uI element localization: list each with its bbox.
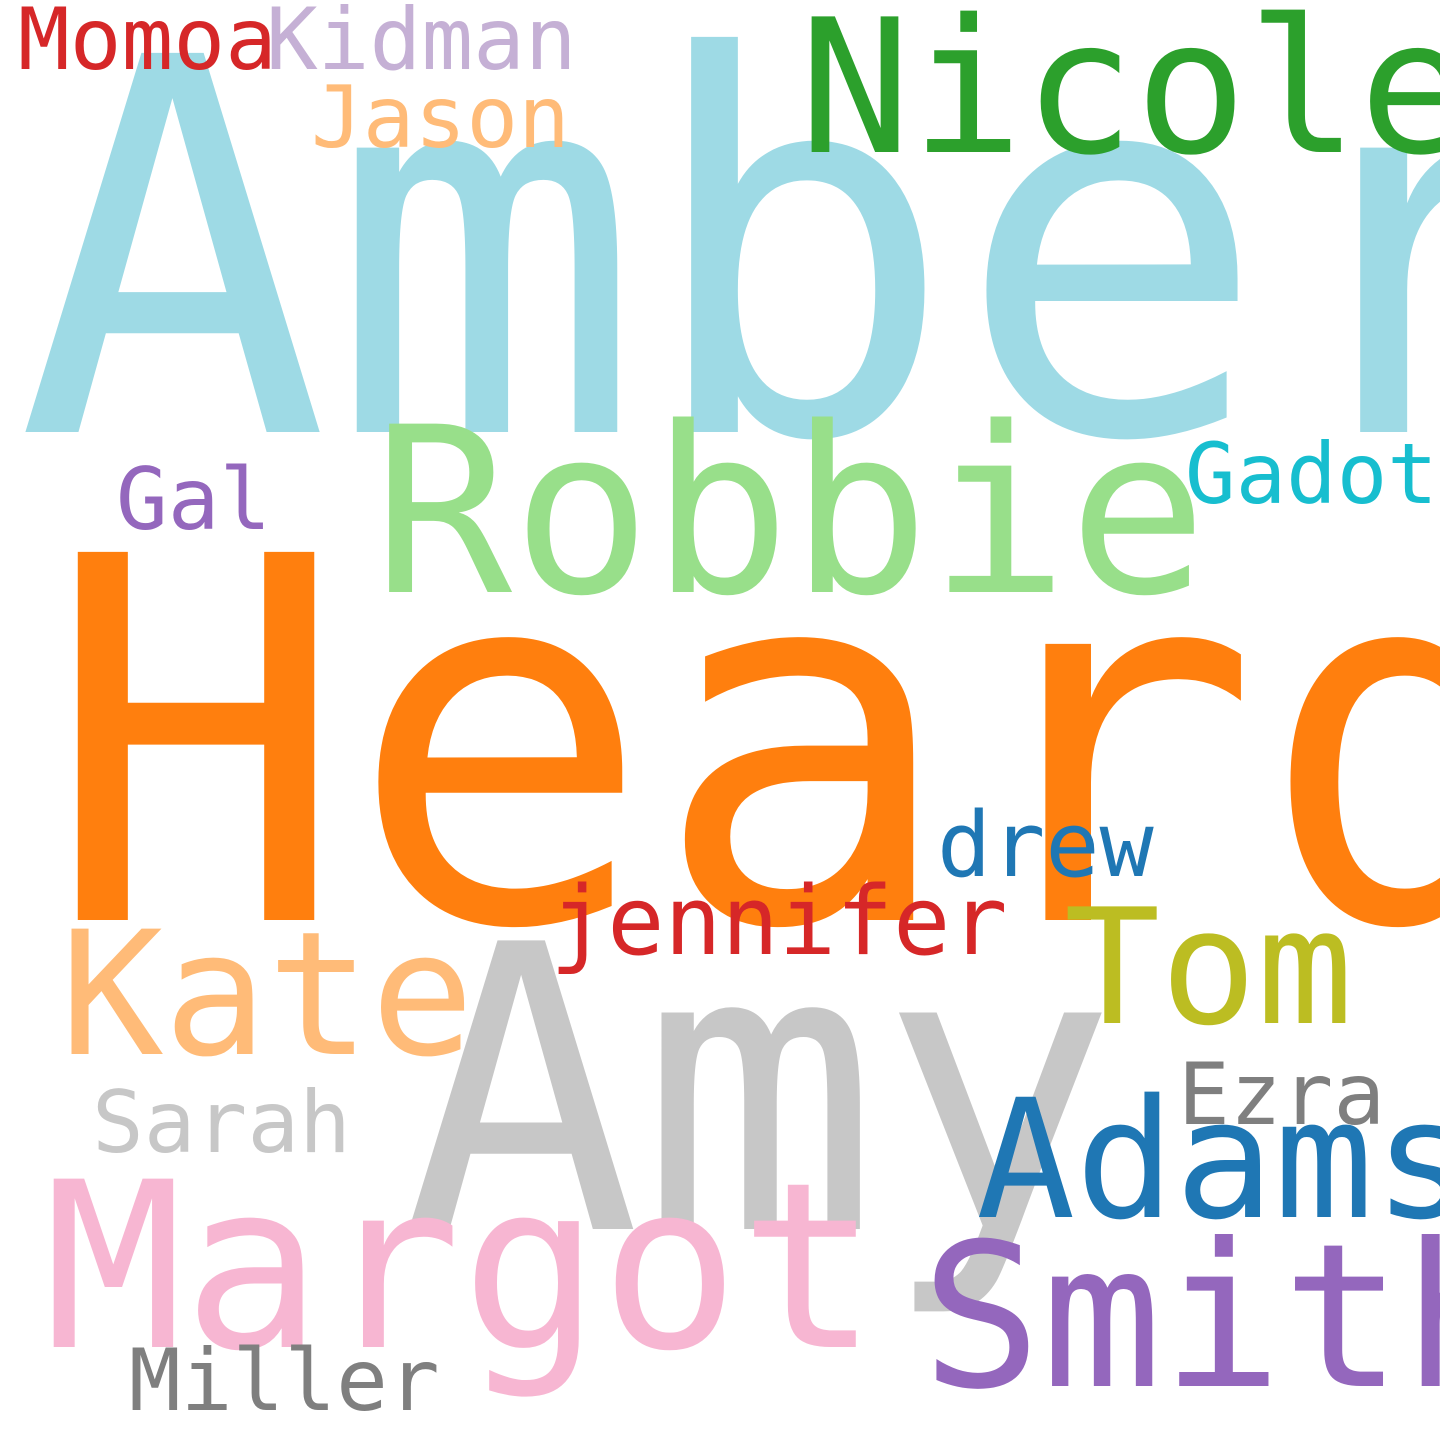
word-margot: Margot xyxy=(44,1134,879,1402)
word-robbie: Robbie xyxy=(373,379,1208,647)
word-gal: Gal xyxy=(116,450,272,550)
word-ezra: Ezra xyxy=(1178,1045,1386,1145)
word-miller: Miller xyxy=(129,1331,440,1431)
word-jason: Jason xyxy=(311,68,570,168)
word-jennifer: jennifer xyxy=(550,867,1008,977)
word-heard: Heard xyxy=(44,452,1440,1040)
word-sarah: Sarah xyxy=(92,1073,351,1173)
word-amber: Amber xyxy=(16,0,1440,555)
word-kidman: Kidman xyxy=(266,0,577,90)
word-adams: Adams xyxy=(976,1064,1440,1256)
word-tom: Tom xyxy=(1064,874,1353,1061)
word-gadot: Gadot xyxy=(1185,425,1438,523)
word-drew: drew xyxy=(937,793,1154,898)
word-momoa: Momoa xyxy=(18,0,277,90)
word-kate: Kate xyxy=(60,894,475,1095)
word-amy: Amy xyxy=(402,862,1118,1323)
word-smith: Smith xyxy=(921,1201,1440,1434)
word-nicole: Nicole xyxy=(799,0,1440,196)
